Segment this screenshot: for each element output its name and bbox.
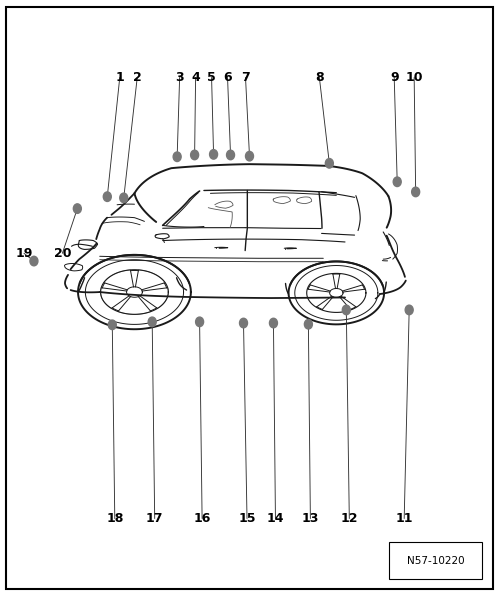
Circle shape (304, 319, 312, 329)
Text: 11: 11 (395, 512, 413, 525)
Circle shape (405, 305, 413, 315)
Text: N57-10220: N57-10220 (407, 556, 465, 566)
Circle shape (173, 152, 181, 162)
Text: 14: 14 (266, 512, 284, 525)
Text: 2: 2 (133, 71, 142, 84)
Circle shape (227, 150, 235, 160)
Text: 1: 1 (115, 71, 124, 84)
Text: 15: 15 (238, 512, 256, 525)
Circle shape (120, 193, 128, 203)
Text: 16: 16 (194, 512, 211, 525)
Text: 19: 19 (15, 247, 32, 260)
Circle shape (73, 204, 81, 213)
Text: 20: 20 (53, 247, 71, 260)
Text: 17: 17 (146, 512, 164, 525)
Circle shape (148, 317, 156, 327)
Text: 13: 13 (302, 512, 319, 525)
Circle shape (325, 159, 333, 168)
Circle shape (108, 320, 116, 330)
Text: 12: 12 (340, 512, 358, 525)
Text: 5: 5 (207, 71, 216, 84)
Text: 8: 8 (315, 71, 324, 84)
Text: 4: 4 (191, 71, 200, 84)
Text: 10: 10 (405, 71, 423, 84)
Circle shape (246, 151, 253, 161)
Circle shape (103, 192, 111, 201)
Text: 6: 6 (223, 71, 232, 84)
Circle shape (210, 150, 218, 159)
Text: 7: 7 (241, 71, 250, 84)
Text: 9: 9 (390, 71, 399, 84)
Circle shape (269, 318, 277, 328)
FancyBboxPatch shape (389, 542, 482, 579)
Text: 18: 18 (106, 512, 123, 525)
Circle shape (342, 305, 350, 315)
Circle shape (30, 256, 38, 266)
Circle shape (393, 177, 401, 187)
Circle shape (412, 187, 420, 197)
Text: 3: 3 (175, 71, 184, 84)
Circle shape (196, 317, 204, 327)
Circle shape (191, 150, 199, 160)
Circle shape (240, 318, 248, 328)
